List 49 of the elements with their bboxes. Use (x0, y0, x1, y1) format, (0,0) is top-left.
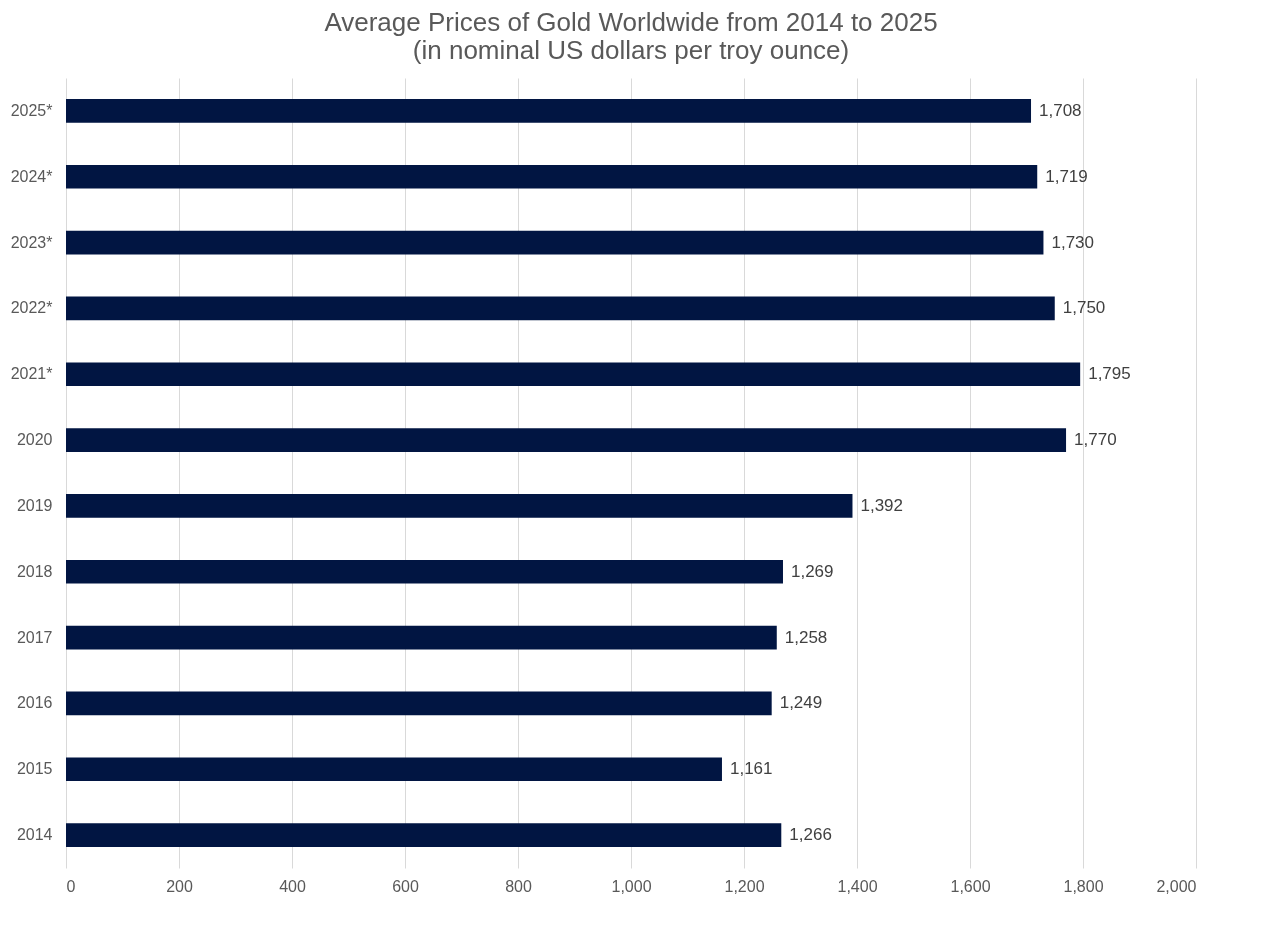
x-tick-label: 600 (392, 877, 419, 895)
x-tick-label: 800 (505, 877, 532, 895)
x-tick-label: 1,600 (950, 877, 991, 895)
x-tick-label: 1,400 (837, 877, 878, 895)
x-tick-label: 1,200 (724, 877, 765, 895)
text: (in nominal US dollars per troy ounce) (412, 35, 850, 65)
y-tick-label: 2019 (16, 496, 53, 514)
text: Average Prices of Gold Worldwide from 2014 to 2025 (324, 7, 938, 37)
x-tick-label: 200 (166, 877, 193, 895)
data-label: 1,795 (1088, 364, 1131, 384)
y-tick-label: 2014 (16, 826, 53, 844)
data-label: 1,161 (729, 759, 773, 779)
x-tick-label: 400 (279, 877, 306, 895)
data-label: 1,269 (790, 561, 834, 581)
bar (66, 494, 853, 518)
data-label: 1,770 (1074, 430, 1117, 450)
bar (66, 757, 722, 782)
bar (66, 691, 772, 716)
bar (66, 625, 777, 650)
bar (66, 559, 783, 584)
data-label: 1,750 (1062, 298, 1106, 318)
bar (66, 99, 1032, 123)
bar (66, 362, 1081, 387)
y-tick-label: 2024* (10, 167, 53, 185)
x-tick-label: 0 (66, 877, 76, 895)
data-label: 1,249 (779, 693, 823, 713)
y-tick-label: 2021* (10, 365, 53, 383)
data-label: 1,708 (1039, 100, 1082, 120)
y-tick-label: 2025* (10, 101, 53, 119)
bar (66, 296, 1055, 321)
bar (66, 428, 1067, 452)
data-label: 1,730 (1051, 232, 1094, 252)
x-tick-label: 2,000 (1156, 877, 1197, 895)
y-tick-label: 2015 (16, 760, 53, 778)
data-label: 1,392 (860, 495, 904, 515)
x-tick-label: 1,000 (611, 877, 652, 895)
data-label: 1,258 (784, 627, 828, 647)
y-tick-label: 2023* (10, 233, 53, 251)
bar (66, 164, 1038, 189)
bar (66, 230, 1044, 255)
bar (66, 823, 782, 847)
y-tick-label: 2022* (10, 299, 53, 317)
y-tick-label: 2017 (16, 628, 53, 646)
y-tick-label: 2016 (16, 694, 53, 712)
y-tick-label: 2020 (16, 431, 53, 449)
x-tick-label: 1,800 (1063, 877, 1104, 895)
data-label: 1,266 (789, 825, 832, 845)
y-tick-label: 2018 (16, 562, 53, 580)
data-label: 1,719 (1045, 166, 1088, 186)
